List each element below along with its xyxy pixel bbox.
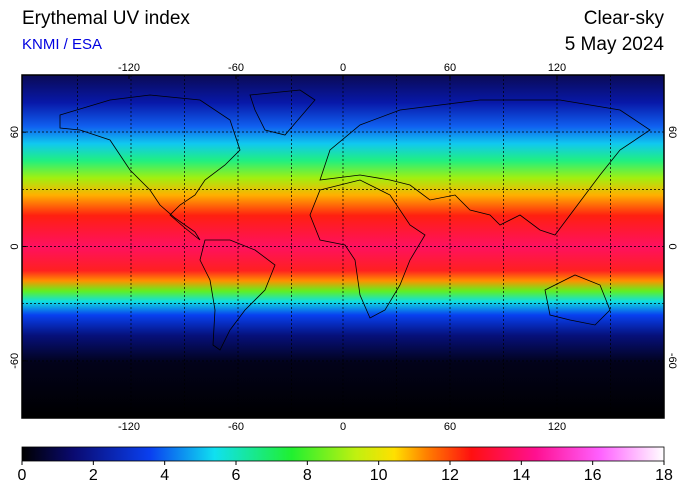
x-tick-label-bottom: 0 <box>340 421 346 433</box>
colorbar-tick-label: 0 <box>18 467 27 484</box>
colorbar-tick-label: 8 <box>303 467 312 484</box>
colorbar-tick-label: 2 <box>89 467 98 484</box>
y-tick-label-right: 0 <box>666 243 678 249</box>
x-tick-label-top: 0 <box>340 62 346 74</box>
x-tick-label-bottom: -60 <box>228 421 244 433</box>
colorbar-tick-label: 18 <box>655 467 673 484</box>
y-tick-label-right: -60 <box>666 353 678 369</box>
x-tick-label-top: -60 <box>228 62 244 74</box>
colorbar-tick-label: 10 <box>370 467 388 484</box>
axes: -120 -120 -60 -60 0 0 60 60 120 120 60 60 0 0 -60 -60 0 2… <box>9 62 678 484</box>
x-tick-label-bottom: 60 <box>444 421 456 433</box>
y-tick-label-left: -60 <box>9 353 21 369</box>
y-tick-label-left: 0 <box>9 243 21 249</box>
graticule <box>22 75 664 418</box>
x-tick-label-top: -120 <box>118 62 140 74</box>
x-tick-label-bottom: -120 <box>118 421 140 433</box>
date: 5 May 2024 <box>565 34 665 55</box>
colorbar-tick-label: 14 <box>512 467 530 484</box>
colorbar <box>21 446 665 462</box>
y-tick-label-left: 60 <box>9 126 21 138</box>
y-tick-label-right: 60 <box>666 126 678 138</box>
colorbar-tick-label: 12 <box>441 467 459 484</box>
x-tick-label-bottom: 120 <box>548 421 566 433</box>
colorbar-tick-label: 6 <box>232 467 241 484</box>
source: KNMI / ESA <box>22 36 102 53</box>
x-tick-label-top: 60 <box>444 62 456 74</box>
x-tick-label-top: 120 <box>548 62 566 74</box>
colorbar-tick-label: 4 <box>160 467 169 484</box>
colorbar-tick-label: 16 <box>584 467 602 484</box>
title: Erythemal UV index <box>22 8 190 29</box>
condition: Clear-sky <box>584 8 665 29</box>
